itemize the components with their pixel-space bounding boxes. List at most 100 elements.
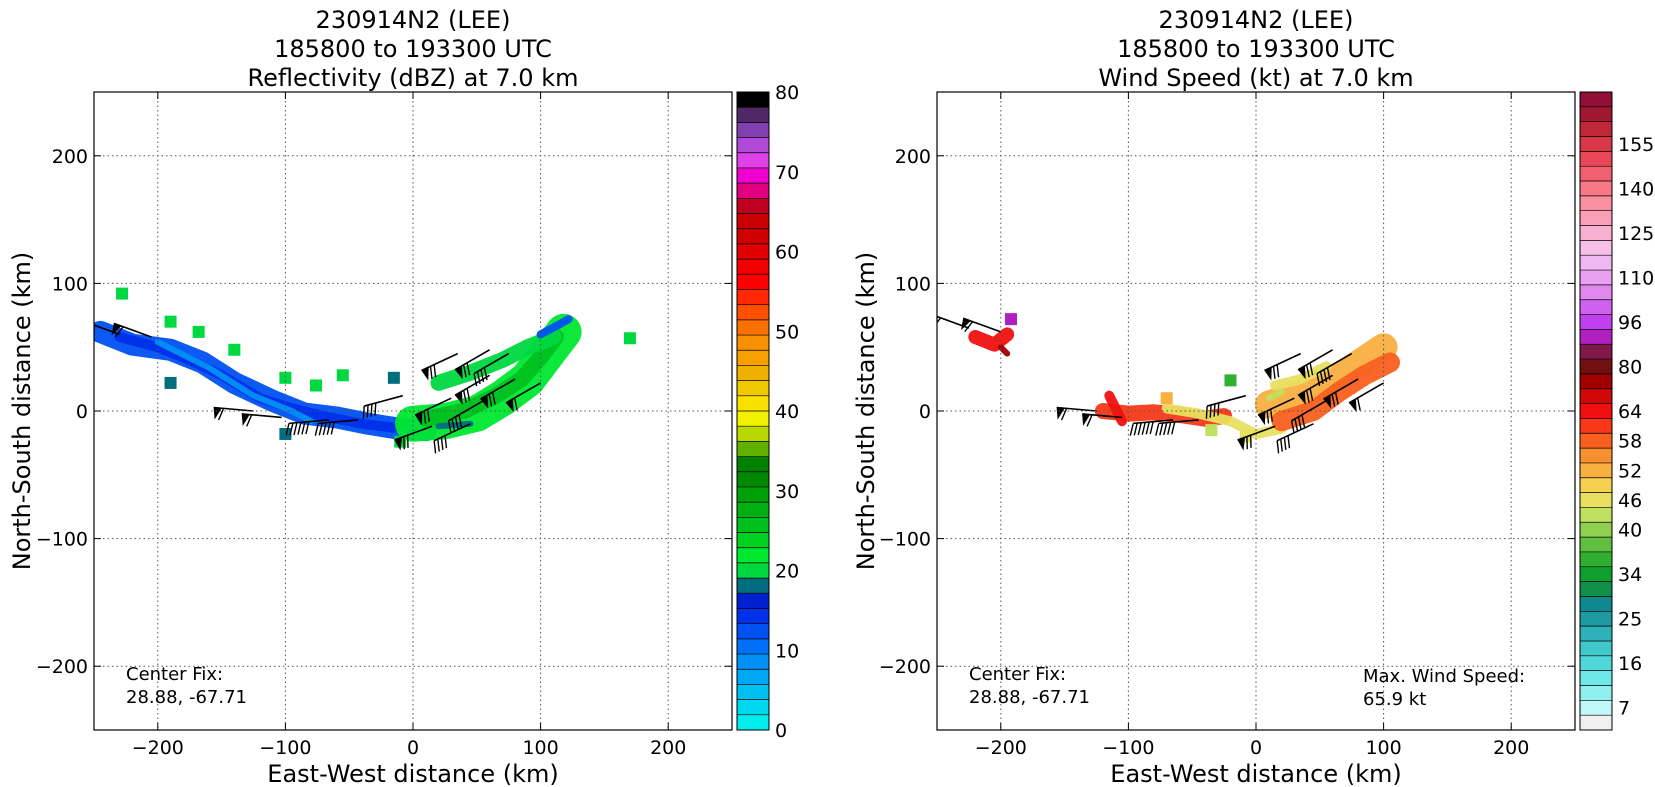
colorbar-cell: [737, 289, 769, 306]
colorbar-cell: [1580, 344, 1612, 360]
colorbar-cell: [737, 92, 769, 108]
barb-tick: [491, 391, 496, 405]
colorbar-tick-label: 20: [775, 561, 799, 583]
field-nw-blob-dark: [997, 344, 1011, 357]
colorbar-cell: [1580, 611, 1612, 627]
barb-tick: [447, 420, 452, 434]
colorbar-frame: [736, 91, 770, 731]
barb-tick: [1217, 402, 1220, 416]
colorbar-cell: [737, 502, 769, 518]
barb-tick: [374, 402, 377, 416]
wind-barb: [394, 425, 433, 451]
colorbar-cell: [737, 365, 769, 382]
barb-shaft: [1206, 394, 1247, 407]
y-tick-label: 200: [895, 146, 931, 168]
center-fix-annotation: Center Fix:: [969, 664, 1066, 685]
x-tick-label: 0: [1250, 737, 1262, 759]
field-east-band-blue-edge: [536, 315, 573, 339]
wind-barb: [454, 349, 491, 380]
wind-barb: [1276, 423, 1314, 454]
wind-barb: [447, 400, 484, 434]
field-east-band-dark: [435, 420, 474, 430]
barb-shaft: [1297, 374, 1333, 396]
field-speck: [279, 371, 292, 384]
barb-tick: [433, 440, 437, 454]
barb-flag: [241, 413, 250, 427]
field-east-band-core: [417, 329, 564, 427]
colorbar-cell: [737, 456, 769, 473]
colorbar-tick-label: 25: [1618, 609, 1642, 631]
barb-tick: [1334, 391, 1339, 405]
colorbar-cell: [1580, 373, 1612, 390]
colorbar-cell: [737, 259, 769, 275]
colorbar-cell: [737, 532, 769, 549]
barb-flag: [1264, 367, 1272, 381]
field-speck: [1224, 374, 1237, 387]
wind-barb: [1297, 374, 1333, 405]
colorbar-cell: [1580, 462, 1612, 479]
wind-barb: [1155, 419, 1199, 436]
data-layer: [94, 287, 636, 454]
wind-barb: [454, 374, 491, 405]
colorbar-tick-label: 46: [1618, 490, 1642, 512]
barb-tick: [1301, 414, 1306, 428]
barb-tick: [289, 422, 294, 436]
colorbar-cell: [1580, 299, 1612, 315]
barb-shaft: [1257, 397, 1295, 416]
barb-tick: [1141, 422, 1146, 435]
colorbar-cell: [1580, 151, 1612, 167]
colorbar-cell: [1580, 181, 1612, 197]
colorbar-cell: [1580, 640, 1612, 657]
colorbar-cell: [737, 243, 769, 260]
colorbar-cell: [737, 441, 769, 457]
colorbar-tick-label: 16: [1618, 653, 1642, 675]
x-tick-label: 200: [650, 737, 686, 759]
colorbar-cell: [1580, 284, 1612, 301]
wind-barb: [1264, 352, 1302, 381]
colorbar-cell: [1580, 136, 1612, 152]
barb-flag: [1348, 398, 1357, 413]
field-speck: [164, 315, 177, 328]
colorbar-cell: [737, 213, 769, 230]
colorbar-cell: [737, 426, 769, 442]
colorbar-cell: [737, 578, 769, 594]
max-wind-annotation: Max. Wind Speed:: [1363, 666, 1525, 687]
colorbar-cell: [1580, 507, 1612, 523]
colorbar-cell: [1580, 448, 1612, 464]
field-east-band-green: [1265, 388, 1285, 402]
barb-tick: [429, 366, 433, 379]
barb-flag: [480, 395, 489, 409]
center-fix-annotation: 28.88, -67.71: [969, 687, 1090, 708]
barb-tick: [293, 422, 298, 436]
colorbar-cell: [737, 380, 769, 397]
field-east-band-yellow: [1270, 361, 1332, 391]
barb-tick: [366, 404, 369, 418]
wind-barb: [505, 382, 541, 413]
barb-tick: [1309, 362, 1314, 376]
y-tick-label: 200: [52, 146, 88, 168]
wind-barb: [362, 394, 404, 419]
barb-tick: [1246, 436, 1248, 450]
barb-tick: [451, 418, 456, 432]
barb-tick: [1137, 422, 1142, 436]
barb-flag: [1297, 391, 1306, 405]
field-speck: [623, 332, 636, 345]
barb-tick: [1276, 440, 1280, 454]
barb-tick: [362, 406, 365, 419]
barb-shaft: [1291, 400, 1327, 422]
field-speck: [1005, 313, 1018, 326]
colorbar-cell: [1580, 403, 1612, 419]
barb-shaft: [394, 425, 433, 441]
barb-tick: [1309, 388, 1314, 401]
wind-barb: [1297, 349, 1333, 380]
wind-barb: [421, 352, 459, 381]
barb-tick: [1205, 406, 1208, 419]
colorbar-tick-label: 0: [775, 720, 787, 742]
colorbar-tick-label: 40: [1618, 520, 1642, 542]
barb-shaft: [454, 374, 491, 396]
barb-tick: [1283, 437, 1287, 450]
colorbar-cell: [1580, 655, 1612, 672]
y-tick-label: −100: [879, 529, 931, 551]
colorbar-cell: [737, 699, 769, 716]
colorbar-cell: [1580, 700, 1612, 716]
